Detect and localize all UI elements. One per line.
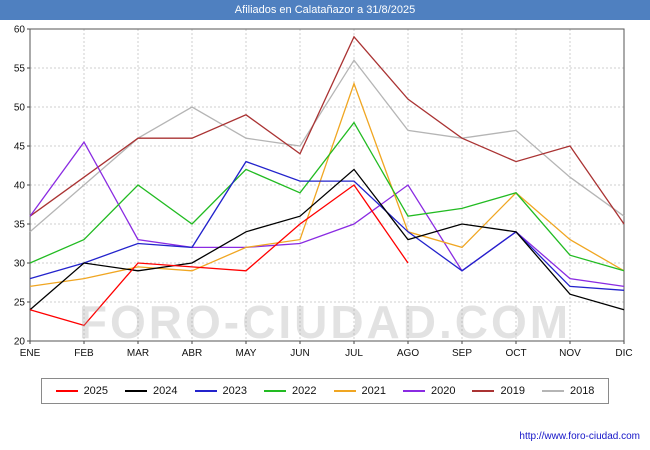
footer-url[interactable]: http://www.foro-ciudad.com xyxy=(519,431,640,442)
legend-label-2025: 2025 xyxy=(83,385,109,397)
legend-item-2018: 2018 xyxy=(541,385,595,397)
legend-swatch-2025 xyxy=(55,390,78,392)
y-tick-label: 20 xyxy=(14,337,26,348)
y-tick-label: 50 xyxy=(14,103,26,114)
y-tick-label: 40 xyxy=(14,181,26,192)
plot-border xyxy=(29,28,625,342)
legend-swatch-2021 xyxy=(333,390,356,392)
y-tick-label: 25 xyxy=(14,298,26,309)
legend-item-2020: 2020 xyxy=(402,385,456,397)
legend: 2025 2024 2023 2022 2021 2020 2019 2018 xyxy=(40,378,610,404)
x-tick-label: ENE xyxy=(20,348,41,359)
legend-swatch-2023 xyxy=(194,390,217,392)
legend-item-2023: 2023 xyxy=(194,385,248,397)
y-tick-label: 55 xyxy=(14,64,26,75)
legend-swatch-2018 xyxy=(541,390,564,392)
legend-swatch-2022 xyxy=(264,390,287,392)
series-line-2018 xyxy=(29,59,625,233)
x-tick-label: JUN xyxy=(290,348,309,359)
series-line-2022 xyxy=(29,121,625,272)
legend-swatch-2019 xyxy=(472,390,495,392)
series-line-2025 xyxy=(29,184,409,327)
x-tick-label: MAR xyxy=(127,348,149,359)
x-tick-label: AGO xyxy=(397,348,419,359)
legend-label-2018: 2018 xyxy=(569,385,595,397)
legend-item-2019: 2019 xyxy=(472,385,525,397)
legend-item-2021: 2021 xyxy=(333,385,386,397)
legend-label-2023: 2023 xyxy=(222,385,248,397)
legend-item-2025: 2025 xyxy=(55,385,109,397)
series-line-2019 xyxy=(29,35,625,225)
footer: http://www.foro-ciudad.com xyxy=(519,431,640,442)
chart-title: Afiliados en Calatañazor a 31/8/2025 xyxy=(0,0,650,20)
x-tick-label: ABR xyxy=(182,348,203,359)
legend-label-2020: 2020 xyxy=(430,385,456,397)
series-line-2023 xyxy=(29,160,625,291)
legend-label-2019: 2019 xyxy=(500,385,525,397)
legend-swatch-2024 xyxy=(125,390,148,392)
y-tick-label: 35 xyxy=(14,220,26,231)
legend-swatch-2020 xyxy=(402,390,425,392)
legend-row: 2025 2024 2023 2022 2021 2020 2019 2018 xyxy=(0,378,650,404)
x-tick-label: MAY xyxy=(236,348,257,359)
legend-item-2022: 2022 xyxy=(264,385,317,397)
y-tick-label: 30 xyxy=(14,259,26,270)
chart-area: 20 25 30 35 40 45 50 55 60 ENE FEB MAR ABR MAY JUN JUL A… xyxy=(0,20,650,366)
x-tick-label: SEP xyxy=(452,348,472,359)
x-tick-label: JUL xyxy=(345,348,363,359)
legend-label-2022: 2022 xyxy=(292,385,317,397)
series-line-2020 xyxy=(29,140,625,288)
y-tick-label: 60 xyxy=(14,25,26,36)
x-tick-label: NOV xyxy=(559,348,581,359)
legend-label-2024: 2024 xyxy=(153,385,178,397)
x-tick-label: DIC xyxy=(615,348,632,359)
x-tick-label: OCT xyxy=(505,348,526,359)
series-line-2024 xyxy=(29,168,625,311)
x-tick-label: FEB xyxy=(74,348,94,359)
legend-item-2024: 2024 xyxy=(125,385,178,397)
line-chart: 20 25 30 35 40 45 50 55 60 ENE FEB MAR ABR MAY JUN JUL A… xyxy=(14,25,633,360)
legend-label-2021: 2021 xyxy=(361,385,386,397)
y-tick-label: 45 xyxy=(14,142,26,153)
